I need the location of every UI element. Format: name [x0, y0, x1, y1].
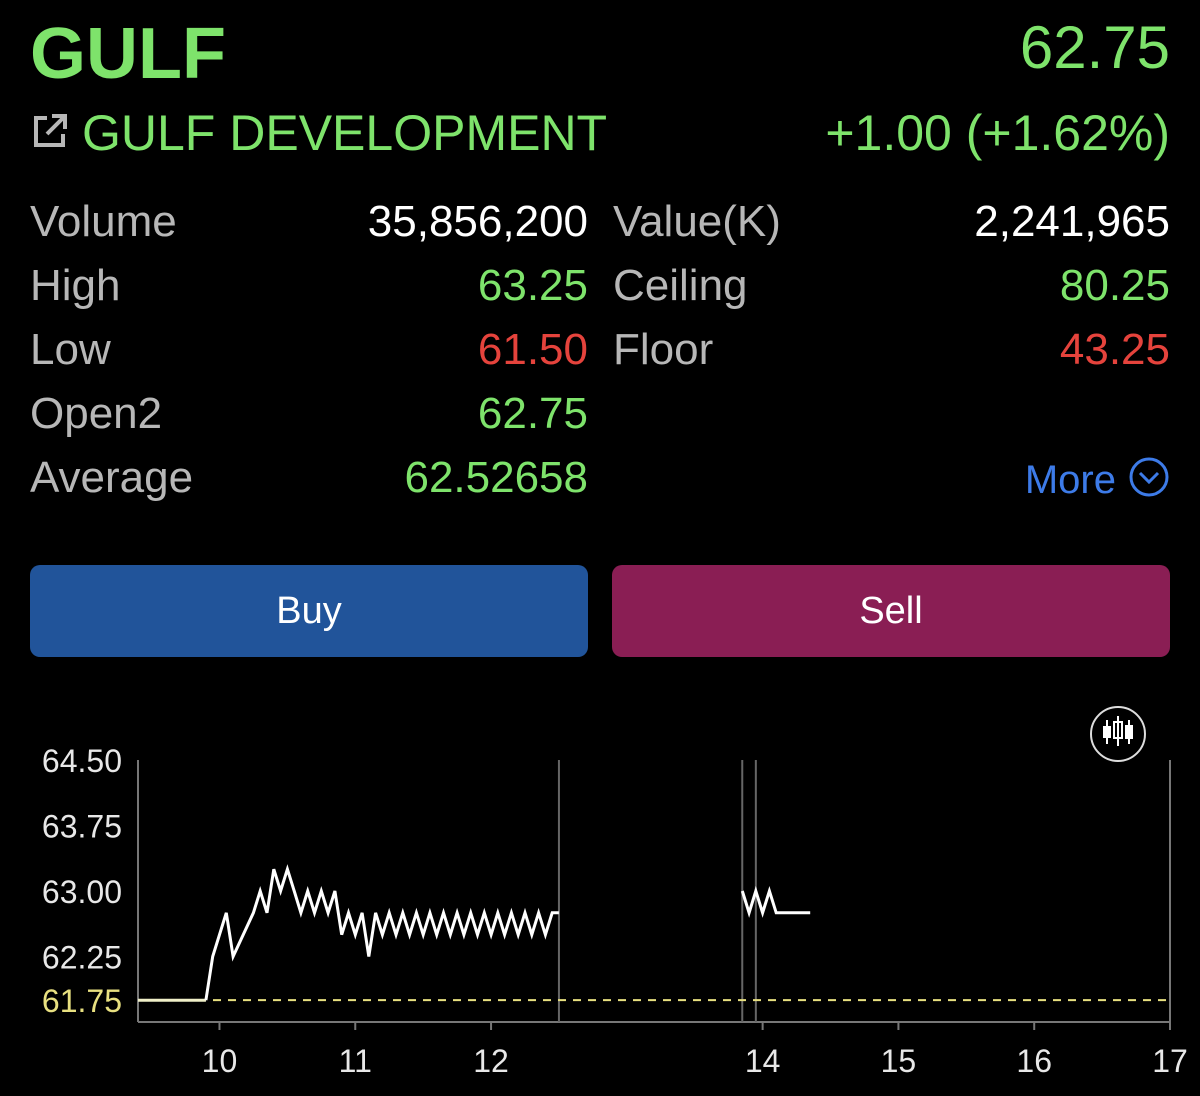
low-value: 61.50	[477, 325, 588, 374]
chevron-down-circle-icon	[1128, 456, 1170, 503]
company-name: GULF DEVELOPMENT	[82, 105, 608, 161]
x-tick-label: 10	[202, 1043, 238, 1079]
more-button[interactable]: More	[1025, 456, 1170, 503]
value-value: 2,241,965	[974, 197, 1170, 246]
low-label: Low	[30, 325, 111, 374]
x-tick-label: 14	[745, 1043, 781, 1079]
x-tick-label: 15	[881, 1043, 917, 1079]
high-label: High	[30, 261, 121, 310]
y-tick-label: 64.50	[42, 743, 122, 779]
company-link[interactable]: GULF DEVELOPMENT	[30, 108, 607, 158]
average-label: Average	[30, 453, 194, 502]
sell-label: Sell	[859, 589, 923, 632]
more-label: More	[1024, 457, 1116, 502]
x-tick-label: 12	[473, 1043, 509, 1079]
x-tick-label: 17	[1152, 1043, 1188, 1079]
sell-button[interactable]: Sell	[612, 565, 1170, 657]
intraday-price-chart: 10 11 12 14 15 16 17 64.50 63.75 63.00 62.25 61.75	[42, 743, 1188, 1079]
ceiling-label: Ceiling	[613, 261, 748, 310]
y-tick-label: 62.25	[42, 940, 122, 976]
volume-value: 35,856,200	[367, 197, 588, 246]
x-tick-label: 16	[1016, 1043, 1052, 1079]
x-tick-label: 11	[339, 1043, 372, 1079]
buy-button[interactable]: Buy	[30, 565, 588, 657]
floor-label: Floor	[613, 325, 714, 374]
y-tick-label: 63.00	[42, 874, 122, 910]
price-change: +1.00 (+1.62%)	[825, 105, 1170, 161]
stock-symbol: GULF	[30, 14, 226, 94]
high-value: 63.25	[477, 261, 588, 310]
average-value: 62.52658	[404, 453, 588, 502]
prior-close-label: 61.75	[42, 983, 122, 1019]
last-price: 62.75	[1019, 14, 1170, 81]
chart-type-toggle[interactable]	[1090, 706, 1146, 762]
volume-label: Volume	[30, 197, 177, 246]
price-series-line-afternoon	[740, 885, 811, 918]
value-label: Value(K)	[613, 197, 781, 246]
open2-value: 62.75	[477, 389, 588, 438]
floor-value: 43.25	[1059, 325, 1170, 374]
ceiling-value: 80.25	[1059, 261, 1170, 310]
buy-label: Buy	[276, 589, 342, 632]
price-series-line-morning	[204, 864, 559, 1001]
open2-label: Open2	[30, 389, 163, 438]
external-link-icon	[30, 111, 82, 156]
candlestick-icon	[1098, 712, 1138, 757]
y-tick-label: 63.75	[42, 809, 122, 845]
